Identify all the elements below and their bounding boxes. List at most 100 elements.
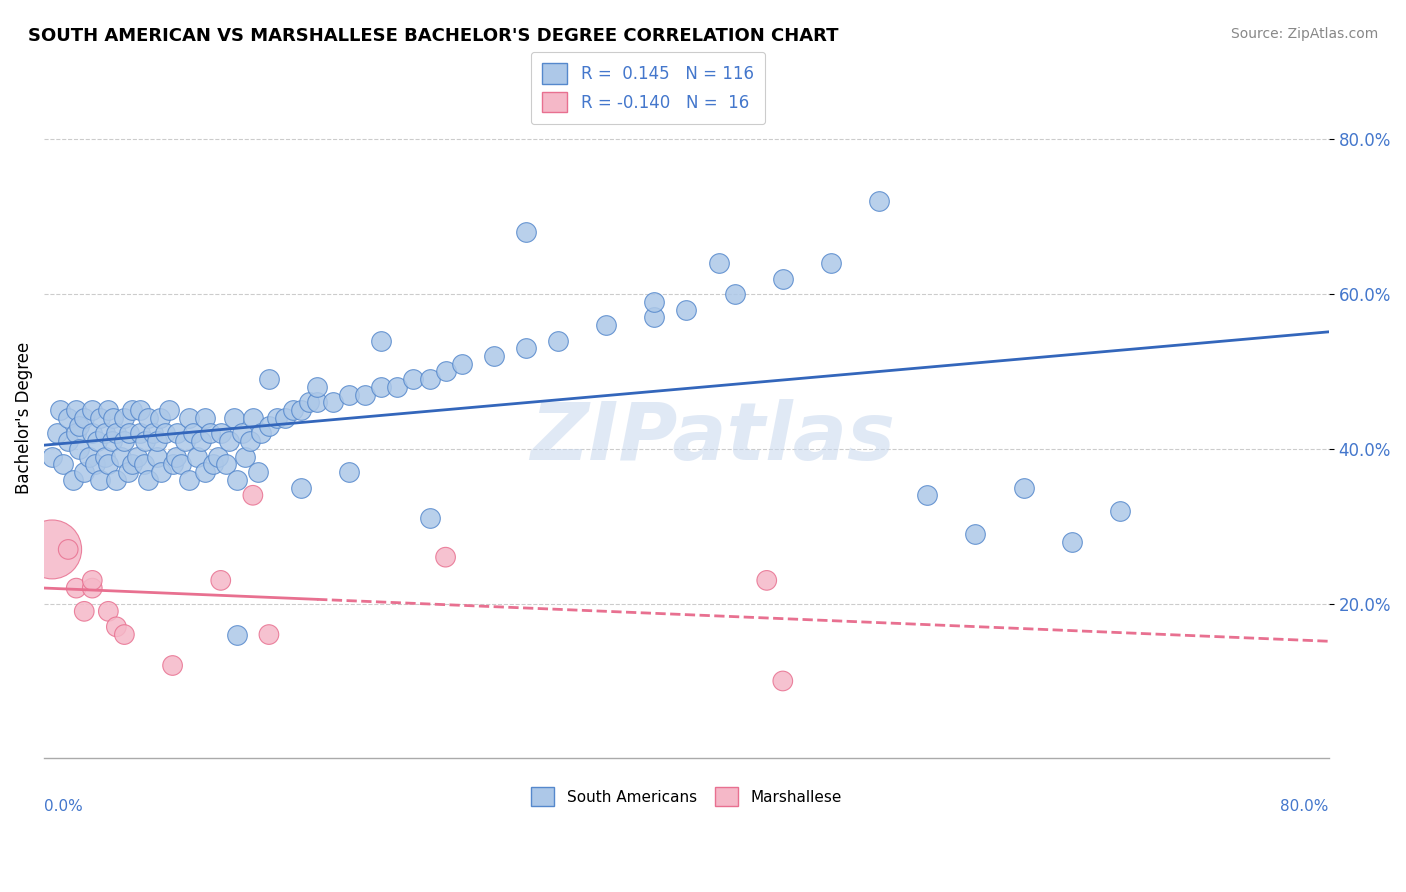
Point: [242, 410, 264, 425]
Point: [65, 581, 87, 595]
Text: SOUTH AMERICAN VS MARSHALLESE BACHELOR'S DEGREE CORRELATION CHART: SOUTH AMERICAN VS MARSHALLESE BACHELOR'S…: [28, 27, 838, 45]
Point: [257, 372, 280, 386]
Point: [1109, 504, 1132, 518]
Point: [145, 434, 167, 449]
Point: [97, 403, 120, 417]
Point: [177, 410, 200, 425]
Point: [41, 450, 63, 464]
Point: [132, 458, 155, 472]
Point: [89, 410, 111, 425]
Point: [450, 357, 472, 371]
Point: [1012, 481, 1035, 495]
Point: [41, 542, 63, 557]
Point: [515, 225, 537, 239]
Point: [69, 442, 91, 456]
Point: [166, 426, 188, 441]
Point: [97, 604, 120, 618]
Point: [218, 434, 240, 449]
Point: [257, 418, 280, 433]
Point: [49, 403, 72, 417]
Point: [482, 349, 505, 363]
Point: [73, 465, 96, 479]
Point: [772, 271, 794, 285]
Point: [101, 410, 124, 425]
Point: [186, 450, 208, 464]
Point: [515, 341, 537, 355]
Point: [201, 458, 224, 472]
Point: [62, 473, 84, 487]
Point: [165, 450, 187, 464]
Point: [112, 410, 135, 425]
Point: [89, 473, 111, 487]
Legend: South Americans, Marshallese: South Americans, Marshallese: [526, 781, 848, 812]
Text: ZIPatlas: ZIPatlas: [530, 400, 894, 477]
Point: [198, 426, 221, 441]
Point: [207, 450, 229, 464]
Point: [246, 465, 269, 479]
Point: [177, 473, 200, 487]
Point: [307, 395, 329, 409]
Point: [145, 450, 167, 464]
Point: [233, 450, 256, 464]
Point: [174, 434, 197, 449]
Point: [150, 465, 173, 479]
Point: [595, 318, 617, 332]
Point: [138, 473, 160, 487]
Point: [547, 334, 569, 348]
Point: [162, 458, 184, 472]
Point: [138, 410, 160, 425]
Point: [112, 434, 135, 449]
Point: [755, 574, 778, 588]
Text: 0.0%: 0.0%: [44, 799, 83, 814]
Point: [250, 426, 273, 441]
Point: [1060, 534, 1083, 549]
Point: [266, 410, 288, 425]
Point: [643, 294, 665, 309]
Point: [290, 403, 312, 417]
Point: [281, 403, 304, 417]
Point: [190, 434, 212, 449]
Point: [97, 458, 120, 472]
Point: [117, 465, 139, 479]
Point: [418, 511, 440, 525]
Point: [105, 426, 128, 441]
Point: [222, 410, 245, 425]
Point: [58, 434, 80, 449]
Point: [322, 395, 344, 409]
Point: [153, 426, 176, 441]
Point: [772, 673, 794, 688]
Point: [169, 458, 191, 472]
Point: [387, 380, 409, 394]
Point: [82, 574, 104, 588]
Point: [127, 450, 149, 464]
Point: [214, 458, 236, 472]
Point: [100, 434, 122, 449]
Point: [209, 426, 232, 441]
Point: [94, 450, 117, 464]
Text: 80.0%: 80.0%: [1281, 799, 1329, 814]
Point: [86, 434, 108, 449]
Point: [105, 620, 128, 634]
Point: [675, 302, 697, 317]
Point: [707, 256, 730, 270]
Point: [231, 426, 253, 441]
Point: [194, 465, 217, 479]
Point: [112, 627, 135, 641]
Point: [225, 473, 247, 487]
Point: [110, 450, 132, 464]
Point: [209, 574, 232, 588]
Point: [82, 581, 104, 595]
Point: [58, 410, 80, 425]
Point: [121, 458, 143, 472]
Point: [94, 426, 117, 441]
Point: [434, 550, 457, 565]
Y-axis label: Bachelor's Degree: Bachelor's Degree: [15, 342, 32, 494]
Point: [917, 488, 939, 502]
Point: [239, 434, 262, 449]
Point: [643, 310, 665, 325]
Point: [73, 604, 96, 618]
Point: [142, 426, 165, 441]
Point: [162, 658, 184, 673]
Point: [370, 334, 392, 348]
Text: Source: ZipAtlas.com: Source: ZipAtlas.com: [1230, 27, 1378, 41]
